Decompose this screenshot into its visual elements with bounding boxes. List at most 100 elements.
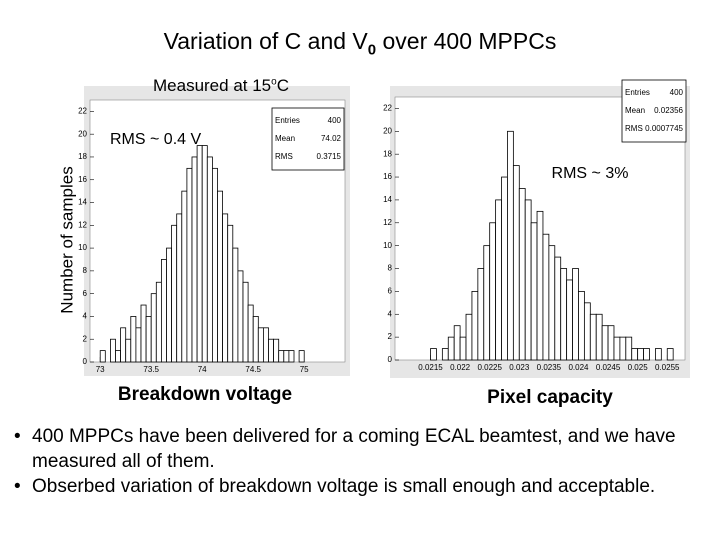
histogram-bar: [211, 167, 218, 363]
stats-box: [271, 107, 345, 171]
stats-label: Mean: [625, 106, 645, 115]
y-tick-label: 18: [78, 152, 87, 161]
histogram-bar: [186, 167, 193, 363]
histogram-bar: [583, 302, 591, 361]
x-tick-label: 0.0225: [477, 363, 502, 372]
x-tick-label: 75: [300, 365, 309, 374]
x-tick-label: 0.0235: [537, 363, 562, 372]
y-tick-label: 22: [78, 107, 87, 116]
y-tick-label: 12: [383, 218, 392, 227]
y-tick-label: 10: [78, 243, 87, 252]
x-tick-label: 0.0255: [655, 363, 680, 372]
y-tick-label: 0: [388, 355, 393, 364]
histogram-bar: [483, 245, 491, 361]
subtitle-text: C: [276, 76, 289, 95]
x-axis-label: Pixel capacity: [487, 387, 613, 408]
histogram-bar: [191, 156, 198, 363]
slide-title: Variation of C and V0 over 400 MPPCs: [0, 28, 720, 59]
x-tick-label: 73: [96, 365, 105, 374]
annotation: RMS ~ 3%: [552, 165, 629, 182]
y-tick-label: 18: [383, 149, 392, 158]
histogram-bar: [655, 348, 662, 361]
y-tick-label: 20: [78, 129, 87, 138]
histogram-bar: [242, 281, 249, 363]
subtitle: Measured at 15oC: [153, 76, 289, 96]
y-tick-label: 10: [383, 241, 392, 250]
x-tick-label: 0.024: [568, 363, 589, 372]
histogram-bar: [268, 338, 274, 363]
histogram-bar: [607, 325, 615, 361]
histogram-bar: [160, 259, 167, 363]
stats-label: Entries: [275, 116, 300, 125]
histogram-bar: [613, 336, 621, 361]
histogram-bar: [631, 348, 639, 361]
x-tick-label: 0.023: [509, 363, 530, 372]
histogram-bar: [273, 338, 280, 363]
histogram-bar: [459, 336, 467, 361]
histogram-bar: [578, 290, 585, 361]
histogram-bar: [512, 165, 520, 361]
x-tick-label: 0.022: [450, 363, 471, 372]
histogram-bar: [507, 130, 514, 361]
histogram-bar: [201, 145, 208, 363]
stats-value: 0.3715: [317, 152, 342, 161]
histogram-bar: [619, 336, 627, 361]
histogram-bar: [227, 224, 234, 363]
histogram-bar: [150, 293, 157, 363]
histogram-bar: [222, 213, 229, 363]
histogram-bar: [176, 213, 183, 363]
stats-value: 74.02: [321, 134, 342, 143]
histogram-bar: [125, 338, 132, 363]
y-tick-label: 4: [83, 312, 88, 321]
histogram-bar: [262, 327, 269, 363]
bullet-list: 400 MPPCs have been delivered for a comi…: [14, 424, 714, 499]
histogram-bar: [536, 210, 544, 361]
histogram-bar: [115, 350, 121, 363]
histogram-bar: [441, 348, 449, 361]
histogram-bar: [155, 281, 162, 363]
x-tick-label: 0.025: [628, 363, 649, 372]
histogram-bar: [252, 316, 259, 363]
subtitle-text: Measured at 15: [153, 76, 272, 95]
histogram-bar: [554, 256, 562, 361]
y-tick-label: 14: [383, 195, 392, 204]
histogram-bar: [477, 268, 485, 361]
histogram-bar: [278, 350, 285, 363]
histogram-bar: [171, 224, 178, 363]
histogram-bar: [288, 350, 295, 363]
histogram-bar: [196, 145, 203, 363]
y-tick-label: 4: [388, 309, 393, 318]
histogram-bar: [181, 190, 188, 363]
bullet: 400 MPPCs have been delivered for a comi…: [14, 424, 714, 474]
histogram-bar: [560, 268, 568, 361]
histogram-bar: [140, 304, 147, 363]
bullet: Obserbed variation of breakdown voltage …: [14, 474, 714, 499]
stats-label: Entries: [625, 88, 650, 97]
xlabel-bg: [435, 385, 665, 411]
histogram-bar: [489, 222, 497, 361]
histogram-bar: [637, 348, 644, 361]
y-tick-label: 14: [78, 198, 87, 207]
histogram-bar: [237, 270, 244, 363]
histogram-bar: [566, 279, 573, 361]
title-text: over 400 MPPCs: [376, 28, 557, 54]
histogram-bar: [542, 233, 550, 361]
y-tick-label: 16: [383, 172, 392, 181]
histogram-bar: [99, 350, 106, 363]
histogram-bar: [548, 245, 556, 361]
x-tick-label: 0.0215: [418, 363, 443, 372]
y-tick-label: 2: [83, 334, 88, 343]
y-tick-label: 8: [83, 266, 88, 275]
stats-value: 0.0007745: [645, 124, 683, 133]
x-tick-label: 74.5: [245, 365, 261, 374]
histogram-bar: [601, 325, 609, 361]
histogram-bar: [298, 350, 305, 363]
histogram-bar: [135, 327, 142, 363]
stats-label: RMS: [275, 152, 293, 161]
histogram-bar: [524, 199, 532, 361]
stats-value: 0.02356: [654, 106, 683, 115]
histogram-bar: [465, 313, 473, 361]
histogram-bar: [501, 176, 508, 361]
y-tick-label: 12: [78, 220, 87, 229]
